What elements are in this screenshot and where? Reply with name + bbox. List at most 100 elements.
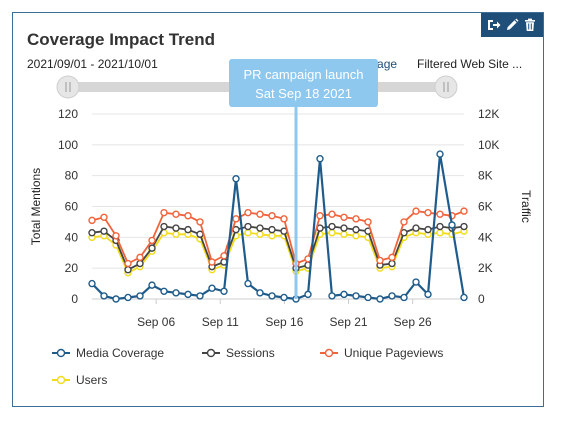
unique-pageviews-point xyxy=(184,212,192,220)
unique-pageviews-point xyxy=(100,213,108,221)
legend-item-users[interactable]: Users xyxy=(52,373,107,387)
widget-toolbar xyxy=(481,13,543,37)
sessions-point xyxy=(172,224,180,232)
media-coverage-point xyxy=(340,290,348,299)
media-coverage-point xyxy=(388,292,396,300)
users-point xyxy=(256,230,264,238)
y-right-tick-label: 8K xyxy=(478,169,493,183)
unique-pageviews-point xyxy=(88,216,96,225)
unique-pageviews-point xyxy=(136,253,144,262)
y-left-tick-label: 80 xyxy=(65,169,79,183)
unique-pageviews-point xyxy=(280,215,288,223)
range-slider-right-handle[interactable] xyxy=(434,75,458,99)
legend-marker xyxy=(324,348,334,358)
unique-pageviews-point xyxy=(172,210,180,218)
legend-item-unique-pageviews[interactable]: Unique Pageviews xyxy=(320,346,443,360)
media-coverage-point xyxy=(124,293,132,302)
unique-pageviews-point xyxy=(376,256,384,265)
users-point xyxy=(436,229,444,237)
sessions-point xyxy=(328,222,336,231)
x-tick-label: Sep 16 xyxy=(265,315,303,329)
unique-pageviews-point xyxy=(316,212,324,220)
x-tick-label: Sep 21 xyxy=(330,315,368,329)
media-coverage-point xyxy=(244,279,252,288)
y-right-tick-label: 0 xyxy=(478,292,485,306)
filter-web-site[interactable]: Filtered Web Site ... xyxy=(417,57,523,71)
legend-item-media-coverage[interactable]: Media Coverage xyxy=(52,346,164,360)
users-point xyxy=(340,230,348,238)
media-coverage-point xyxy=(208,284,216,292)
sessions-point xyxy=(148,244,156,252)
x-tick-label: Sep 11 xyxy=(202,315,239,329)
sessions-point xyxy=(184,225,192,234)
media-coverage-point xyxy=(400,293,408,302)
media-coverage-point xyxy=(256,289,264,297)
users-point xyxy=(352,232,360,240)
x-tick-label: Sep 26 xyxy=(394,315,432,329)
unique-pageviews-point xyxy=(424,208,432,217)
unique-pageviews-point xyxy=(340,213,348,221)
chart-title: Coverage Impact Trend xyxy=(27,30,216,49)
legend-marker xyxy=(56,375,66,385)
unique-pageviews-point xyxy=(160,208,168,217)
unique-pageviews-point xyxy=(196,218,204,226)
media-coverage-point xyxy=(148,281,156,289)
sessions-point xyxy=(100,227,108,235)
users-point xyxy=(328,229,336,237)
export-icon[interactable] xyxy=(486,17,502,33)
sessions-point xyxy=(196,230,204,238)
legend-marker xyxy=(206,348,216,358)
unique-pageviews-point xyxy=(436,210,444,218)
media-coverage-point xyxy=(184,290,192,299)
unique-pageviews-point xyxy=(400,218,408,226)
sessions-point xyxy=(436,222,444,231)
range-slider-left-handle[interactable] xyxy=(56,75,80,99)
sessions-point xyxy=(268,225,276,234)
media-coverage-point xyxy=(460,293,468,302)
unique-pageviews-point xyxy=(208,258,216,266)
unique-pageviews-point xyxy=(388,253,396,262)
unique-pageviews-point xyxy=(352,215,360,223)
users-point xyxy=(244,229,252,237)
media-coverage-point xyxy=(160,287,168,295)
unique-pageviews-point xyxy=(124,259,132,268)
media-coverage-point xyxy=(412,278,420,286)
sessions-point xyxy=(460,222,468,231)
annotation-title: PR campaign launch xyxy=(244,67,364,82)
unique-pageviews-point xyxy=(268,212,276,220)
delete-icon[interactable] xyxy=(522,17,538,33)
media-coverage-point xyxy=(268,292,276,300)
sessions-point xyxy=(124,266,132,274)
media-coverage-point xyxy=(280,293,288,302)
media-coverage-point xyxy=(364,293,372,302)
legend-item-sessions[interactable]: Sessions xyxy=(202,346,275,360)
y-right-tick-label: 2K xyxy=(478,261,493,275)
users-point xyxy=(172,230,180,238)
media-coverage-point xyxy=(100,292,108,300)
sessions-point xyxy=(88,229,96,237)
sessions-point xyxy=(136,259,144,268)
unique-pageviews-point xyxy=(232,215,240,223)
sessions-point xyxy=(388,259,396,268)
sessions-point xyxy=(352,225,360,234)
y-right-axis-title: Traffic xyxy=(519,190,533,223)
media-coverage-point xyxy=(436,150,444,158)
annotation-tooltip xyxy=(229,59,378,107)
legend-label: Media Coverage xyxy=(76,346,164,360)
y-left-tick-label: 40 xyxy=(65,230,79,244)
y-left-tick-label: 100 xyxy=(58,138,78,152)
legend-label: Users xyxy=(76,373,107,387)
y-right-tick-label: 12K xyxy=(478,107,499,121)
y-right-tick-label: 4K xyxy=(478,230,493,244)
edit-icon[interactable] xyxy=(504,17,520,33)
unique-pageviews-point xyxy=(328,210,336,218)
unique-pageviews-point xyxy=(412,207,420,215)
y-left-tick-label: 20 xyxy=(65,261,79,275)
sessions-point xyxy=(424,225,432,234)
media-coverage-point xyxy=(88,279,96,288)
unique-pageviews-point xyxy=(244,208,252,217)
unique-pageviews-point xyxy=(364,218,372,226)
y-right-tick-label: 10K xyxy=(478,138,499,152)
users-point xyxy=(268,232,276,240)
